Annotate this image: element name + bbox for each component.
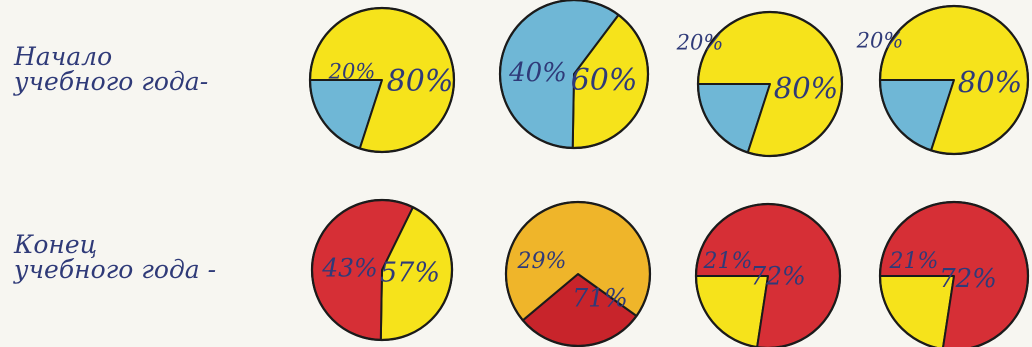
pie-chart-7: 21%72%	[694, 202, 842, 347]
row-label-start-line2: учебного года-	[14, 67, 209, 96]
pie-1-label-1: 20%	[328, 60, 376, 84]
pie-2-label-1: 40%	[508, 58, 567, 88]
pie-4-outline	[878, 4, 1030, 156]
pie-7-label-2: 72%	[750, 262, 806, 291]
pie-chart-1: 20% 80%	[308, 6, 456, 154]
pie-6-label-2: 71%	[572, 284, 628, 313]
pie-chart-2: 40% 60%	[498, 0, 650, 150]
pie-5-label-2: 57%	[380, 258, 440, 289]
pie-6-outline	[504, 200, 652, 347]
pie-8-outline	[878, 200, 1030, 347]
pie-2-outline	[498, 0, 650, 150]
pie-3-label-1: 20%	[676, 31, 724, 55]
pie-8-label-1: 21%	[889, 249, 939, 274]
row-label-end-line2: учебного года -	[14, 255, 217, 284]
row-label-end-line1: Конец	[14, 230, 98, 259]
row-label-start-line1: Начало	[14, 42, 113, 71]
pie-4-label-2: 80%	[958, 65, 1022, 99]
pie-1-outline	[308, 6, 456, 154]
pie-6-label-1: 29%	[517, 249, 567, 274]
row-label-start: Начало учебного года-	[14, 44, 208, 94]
pie-7-label-1: 21%	[703, 249, 753, 274]
pie-4-label-1: 20%	[856, 29, 904, 53]
pie-8-label-2: 72%	[939, 264, 997, 294]
pie-1-label-2: 80%	[387, 64, 454, 99]
pie-chart-4: 20% 80%	[856, 4, 1030, 156]
row-label-end: Конец учебного года -	[14, 232, 216, 282]
pie-chart-8: 21%72%	[878, 200, 1030, 347]
pie-2-label-2: 60%	[571, 63, 638, 98]
pie-5-label-1: 43%	[321, 254, 378, 283]
pie-3-outline	[696, 10, 844, 158]
pie-3-label-2: 80%	[774, 71, 838, 105]
pie-chart-3: 20% 80%	[676, 10, 844, 158]
pie-5-outline	[310, 198, 454, 342]
pie-chart-5: 43% 57%	[310, 198, 454, 342]
pie-chart-6: 29%71%	[504, 200, 652, 347]
pie-7-outline	[694, 202, 842, 347]
